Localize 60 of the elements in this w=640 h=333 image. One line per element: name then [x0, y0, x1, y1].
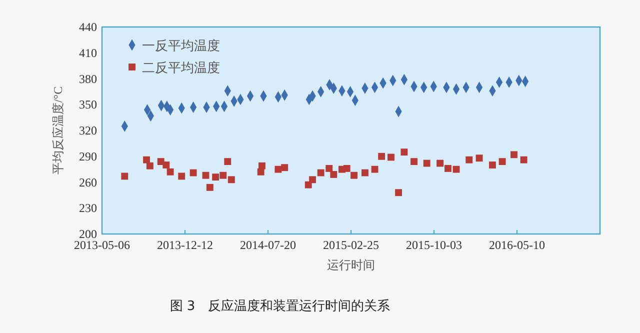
point [436, 160, 444, 167]
point [388, 154, 394, 161]
point [444, 164, 452, 172]
legend-label: 二反平均温度 [142, 60, 220, 75]
point [202, 172, 210, 179]
point [520, 156, 528, 164]
point [206, 184, 214, 191]
point [423, 160, 430, 167]
x-tick-label: 2016-05-10 [489, 238, 545, 252]
point [489, 162, 496, 168]
point [228, 176, 235, 184]
point [400, 148, 408, 156]
point [410, 158, 418, 166]
point [476, 154, 483, 162]
y-tick-label: 230 [79, 201, 97, 216]
point [317, 169, 324, 176]
y-tick-label: 200 [79, 227, 97, 241]
point [143, 156, 150, 164]
x-tick-label: 2015-10-03 [406, 238, 462, 252]
y-tick-label: 410 [79, 46, 97, 60]
point [378, 152, 386, 160]
point [304, 181, 312, 188]
point [224, 158, 232, 166]
point [220, 172, 227, 179]
point [281, 164, 288, 172]
y-axis-title: 平均反应温度/°C [51, 86, 65, 175]
point [350, 172, 358, 179]
y-tick-label: 380 [79, 72, 97, 86]
y-tick-label: 290 [79, 149, 97, 164]
point [326, 164, 333, 172]
point [309, 176, 316, 184]
point [258, 162, 266, 170]
point [361, 169, 368, 176]
y-tick-label: 260 [79, 175, 97, 190]
point [510, 151, 518, 158]
point [274, 166, 282, 173]
point [452, 166, 460, 173]
point [190, 169, 197, 176]
point [178, 172, 186, 180]
point [212, 174, 220, 181]
x-axis-title: 运行时间 [327, 258, 375, 272]
point [498, 158, 506, 166]
point [466, 156, 473, 164]
point [330, 171, 338, 178]
x-tick-label: 2013-05-06 [74, 238, 130, 252]
point [162, 162, 170, 168]
y-tick-label: 440 [79, 20, 97, 34]
point [166, 168, 174, 176]
point [395, 189, 402, 196]
y-tick-label: 320 [79, 124, 97, 138]
x-tick-label: 2015-02-25 [323, 238, 379, 252]
y-tick-label: 350 [79, 98, 97, 112]
point [371, 166, 378, 173]
x-tick-label: 2014-07-20 [240, 238, 296, 252]
caption: 图 3 反应温度和装置运行时间的关系 [170, 298, 390, 314]
legend-label: 一反平均温度 [142, 38, 220, 53]
point [343, 164, 350, 172]
x-tick-label: 2013-12-12 [157, 238, 213, 252]
point [146, 162, 154, 170]
point [121, 172, 128, 180]
